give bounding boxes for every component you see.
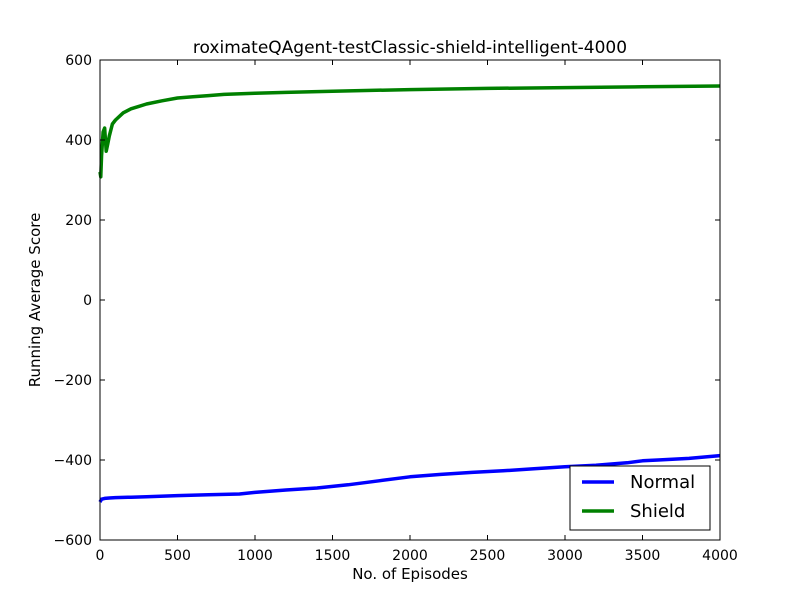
series-line-shield — [98, 84, 721, 179]
series-line-normal — [98, 453, 721, 503]
y-tick-label: 0 — [83, 293, 92, 309]
legend: Normal Shield — [569, 465, 711, 531]
x-tick-label: 2000 — [392, 548, 428, 564]
plot-area-frame — [99, 59, 721, 541]
legend-label-normal: Normal — [630, 472, 695, 493]
x-tick-label: 500 — [164, 548, 191, 564]
x-axis-label: No. of Episodes — [352, 565, 468, 583]
x-tick-label: 1000 — [237, 548, 273, 564]
tick-layer: 0 500 1000 1500 2000 2500 3000 3500 4000−600−400… — [54, 53, 738, 564]
y-tick-label: 600 — [65, 53, 92, 69]
y-tick-label: −400 — [54, 453, 92, 469]
x-tick-label: 2500 — [470, 548, 506, 564]
legend-items: Normal Shield — [582, 472, 695, 522]
y-tick-label: 200 — [65, 213, 92, 229]
legend-box — [569, 465, 711, 531]
series-layer — [98, 84, 721, 503]
x-tick-label: 4000 — [702, 548, 738, 564]
x-tick-label: 3000 — [547, 548, 583, 564]
chart-title: roximateQAgent-testClassic-shield-intell… — [193, 38, 627, 58]
y-tick-label: −600 — [54, 533, 92, 549]
x-tick-label: 1500 — [315, 548, 351, 564]
y-axis-label: Running Average Score — [26, 213, 44, 388]
y-tick-label: −200 — [54, 373, 92, 389]
x-tick-label: 3500 — [625, 548, 661, 564]
x-tick-label: 0 — [96, 548, 105, 564]
legend-label-shield: Shield — [630, 501, 685, 522]
y-tick-label: 400 — [65, 133, 92, 149]
